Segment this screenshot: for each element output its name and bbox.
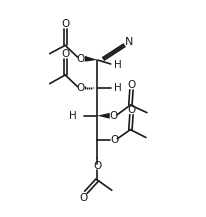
Text: O: O <box>127 105 135 115</box>
Text: H: H <box>113 60 121 70</box>
Text: N: N <box>125 37 133 47</box>
Text: O: O <box>127 80 135 90</box>
Text: O: O <box>61 19 69 29</box>
Text: O: O <box>110 135 118 145</box>
Text: O: O <box>109 111 117 121</box>
Text: O: O <box>79 193 88 203</box>
Text: O: O <box>76 54 84 64</box>
Polygon shape <box>97 113 109 119</box>
Text: O: O <box>76 83 84 93</box>
Text: O: O <box>93 161 101 171</box>
Polygon shape <box>84 56 97 62</box>
Text: H: H <box>69 111 77 121</box>
Text: O: O <box>61 49 69 59</box>
Text: H: H <box>113 83 121 93</box>
